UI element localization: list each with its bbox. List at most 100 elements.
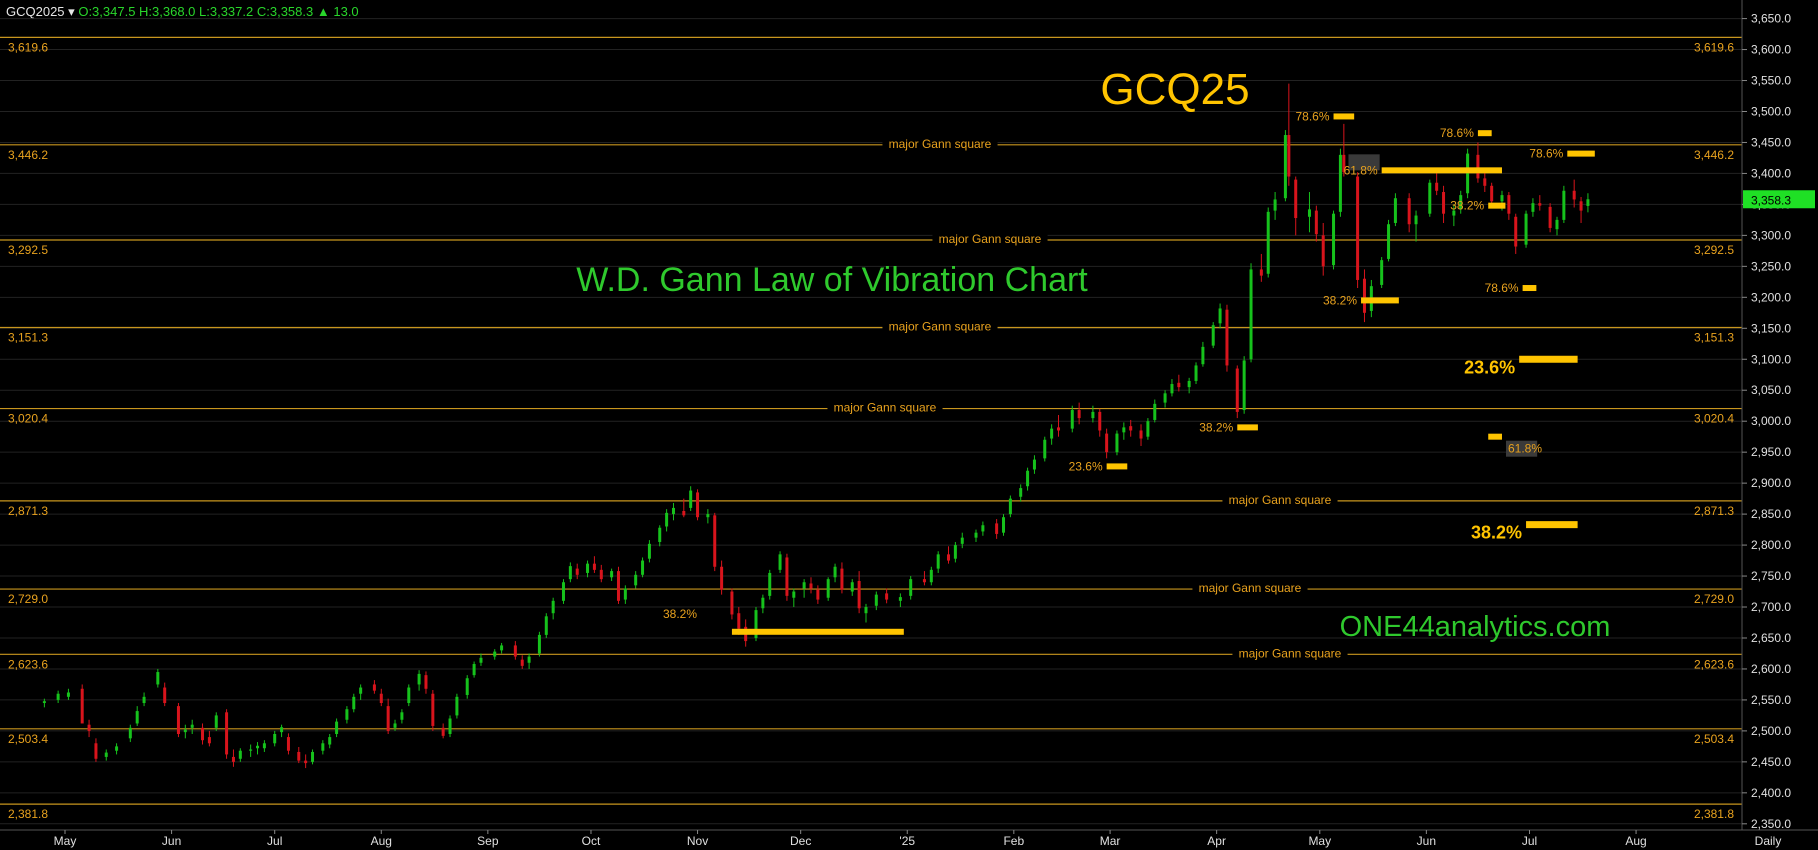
candle-body <box>802 582 806 589</box>
ohlc-values: O:3,347.5 H:3,368.0 L:3,337.2 C:3,358.3 <box>78 4 314 19</box>
candle <box>1514 213 1518 254</box>
price-tick-label: 2,900.0 <box>1751 476 1791 490</box>
candle-body <box>641 560 645 575</box>
price-tick-label: 2,450.0 <box>1751 755 1791 769</box>
candle-body <box>1273 199 1277 211</box>
caret-down-icon[interactable]: ▾ <box>68 4 75 19</box>
candle <box>1380 257 1384 289</box>
candle <box>1314 205 1318 242</box>
gann-level-label-right: 3,020.4 <box>1694 412 1734 426</box>
candle <box>400 709 404 724</box>
candle-body <box>311 751 315 762</box>
time-axis-bg <box>0 830 1818 850</box>
candle-body <box>1115 433 1119 453</box>
time-axis[interactable]: May Jun Jul Aug Sep Oct Nov Dec '25 Feb Mar Apr May J… <box>0 829 1818 850</box>
candle <box>682 498 686 518</box>
candle-body <box>207 737 211 744</box>
candle <box>995 519 999 539</box>
candle-body <box>431 693 435 726</box>
candle <box>909 576 913 600</box>
candle <box>183 724 187 739</box>
candle-body <box>1393 198 1397 223</box>
candle-body <box>238 750 242 759</box>
candle-body <box>280 727 284 733</box>
candle-body <box>623 588 627 600</box>
gann-caption-bg <box>827 400 943 415</box>
fib-bar <box>1361 297 1399 304</box>
candle <box>592 556 596 573</box>
candle <box>1043 436 1047 462</box>
candle-body <box>1026 470 1030 487</box>
symbol-label[interactable]: GCQ2025 <box>6 4 65 19</box>
candle <box>465 675 469 699</box>
candle-body <box>513 645 517 657</box>
candle <box>1332 210 1336 270</box>
gann-level-label-left: 3,292.5 <box>8 243 48 257</box>
candle-body <box>665 512 669 527</box>
time-tick-label: Mar <box>1100 834 1121 848</box>
candle-body <box>1356 176 1360 280</box>
candle-body <box>1194 365 1198 381</box>
price-tick-label: 3,400.0 <box>1751 166 1791 180</box>
candle <box>345 706 349 724</box>
candle <box>1579 196 1583 223</box>
candle <box>1283 130 1287 202</box>
gann-caption-bg <box>932 232 1048 247</box>
candle <box>142 692 146 707</box>
candle <box>1187 377 1191 394</box>
candle-body <box>696 492 700 518</box>
fib-label: 38.2% <box>1199 420 1233 434</box>
candle <box>1019 484 1023 502</box>
candle <box>262 740 266 752</box>
candle-body <box>183 729 187 733</box>
candle <box>792 588 796 608</box>
candle-body <box>874 594 878 606</box>
price-tick-label: 3,000.0 <box>1751 414 1791 428</box>
candle <box>785 553 789 601</box>
candle <box>857 571 861 614</box>
candle-body <box>262 743 266 749</box>
candle-body <box>286 737 290 751</box>
candle-body <box>372 684 376 691</box>
candle-body <box>479 657 483 663</box>
candle-body <box>359 687 363 694</box>
fib-bar <box>1488 433 1502 440</box>
candle <box>840 562 844 594</box>
candle-body <box>520 659 524 666</box>
gann-level-label-left: 3,619.6 <box>8 40 48 54</box>
gann-level-label-left: 2,623.6 <box>8 657 48 671</box>
candle <box>1538 195 1542 211</box>
price-tick-label: 2,650.0 <box>1751 631 1791 645</box>
candle-body <box>115 746 119 751</box>
candle-body <box>634 574 638 586</box>
candle-body <box>1579 201 1583 211</box>
price-axis[interactable]: 3,650.0 3,600.0 3,550.0 3,500.0 3,450.0 3,400… <box>1741 0 1818 850</box>
candle <box>1077 402 1081 425</box>
candle-body <box>1105 433 1109 453</box>
gann-level-label-left: 2,871.3 <box>8 504 48 518</box>
gann-levels: 3,619.6 3,619.6 3,446.2 3,446.2 major Gann s… <box>0 36 1742 821</box>
candle <box>201 723 205 745</box>
candle-body <box>386 706 390 731</box>
candle-body <box>1019 488 1023 497</box>
price-tick-label: 3,650.0 <box>1751 12 1791 26</box>
candle-body <box>850 582 854 592</box>
candle <box>104 749 108 761</box>
time-tick-label: May <box>54 834 77 848</box>
candle-body <box>1139 430 1143 439</box>
gann-caption: major Gann square <box>889 319 992 333</box>
candle <box>335 718 339 738</box>
time-tick-label: Aug <box>371 834 392 848</box>
candle <box>94 738 98 762</box>
gann-level-label-right: 2,623.6 <box>1694 657 1734 671</box>
candle <box>321 740 325 755</box>
candle <box>1129 419 1133 437</box>
candle <box>128 724 132 743</box>
candle <box>472 661 476 678</box>
candle <box>671 502 675 521</box>
fib-bar <box>1488 202 1506 209</box>
candle <box>80 684 84 724</box>
candle-body <box>864 607 868 614</box>
candle-body <box>1538 203 1542 206</box>
